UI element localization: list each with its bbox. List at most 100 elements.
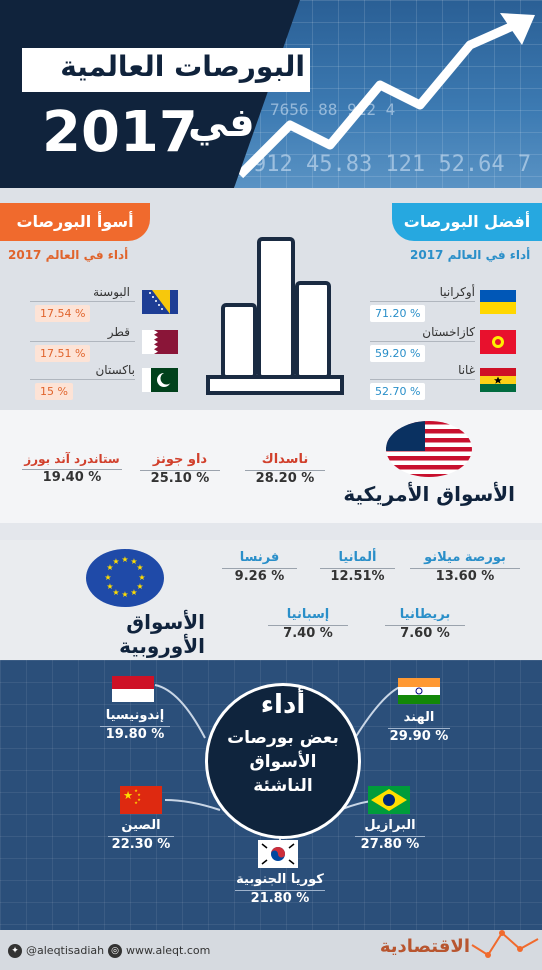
market-name: ستاندرد آند بورز bbox=[22, 452, 122, 470]
svg-text:★: ★ bbox=[106, 563, 113, 572]
trend-line-icon bbox=[471, 930, 539, 958]
country-value: 17.51 % bbox=[35, 345, 91, 362]
qatar-flag-icon bbox=[142, 330, 178, 354]
worst-subtitle: أداء في العالم 2017 bbox=[8, 248, 129, 262]
svg-text:★: ★ bbox=[134, 788, 138, 793]
page-title: البورصات العالمية bbox=[60, 50, 305, 83]
svg-text:★: ★ bbox=[121, 555, 128, 564]
title-box bbox=[22, 48, 310, 92]
svg-text:★: ★ bbox=[138, 573, 145, 582]
best-subtitle: أداء في العالم 2017 bbox=[410, 248, 531, 262]
market-item: بورصة ميلانو 13.60 % bbox=[410, 550, 520, 584]
pakistan-flag-icon bbox=[142, 368, 178, 392]
svg-text:★: ★ bbox=[136, 563, 143, 572]
market-value: 22.30 % bbox=[111, 837, 171, 852]
market-name: البرازيل bbox=[355, 818, 425, 837]
india-flag-icon bbox=[398, 678, 440, 704]
country-value: 71.20 % bbox=[370, 305, 426, 322]
country-name: كازاخستان bbox=[422, 325, 475, 339]
market-name: ألمانيا bbox=[320, 550, 395, 569]
country-value: 59.20 % bbox=[370, 345, 426, 362]
market-value: 21.80 % bbox=[250, 891, 310, 906]
market-name: الصين bbox=[108, 818, 174, 837]
us-section-title: الأسواق الأمريكية bbox=[343, 482, 515, 506]
bar-chart-icon bbox=[206, 237, 344, 395]
svg-text:★: ★ bbox=[104, 573, 111, 582]
country-value: 52.70 % bbox=[370, 383, 426, 400]
footer bbox=[0, 930, 542, 970]
best-title: أفضل البورصات bbox=[392, 203, 542, 241]
svg-text:★: ★ bbox=[112, 557, 119, 566]
market-name: فرنسا bbox=[222, 550, 297, 569]
kyrgyz-flag-icon bbox=[480, 330, 516, 354]
ukraine-flag-icon bbox=[480, 290, 516, 314]
market-item: بريطانيا 7.60 % bbox=[385, 607, 465, 641]
country-value: 17.54 % bbox=[35, 305, 91, 322]
market-value: 9.26 % bbox=[234, 569, 285, 584]
market-item: داو جونز 25.10 % bbox=[140, 452, 220, 486]
market-value: 25.10 % bbox=[150, 471, 210, 486]
twitter-handle[interactable]: @aleqtisadiah bbox=[26, 944, 105, 957]
market-item: ناسداك 28.20 % bbox=[245, 452, 325, 486]
country-value: 15 % bbox=[35, 383, 73, 400]
south-korea-flag-icon bbox=[258, 840, 298, 868]
market-item: كوريا الجنوبية 21.80 % bbox=[235, 872, 325, 906]
emerging-title-line-2: بعض بورصات bbox=[227, 728, 339, 748]
europe-markets-section bbox=[0, 540, 542, 660]
europe-section-title: الأسواق الأوروبية bbox=[119, 610, 205, 658]
svg-text:★: ★ bbox=[136, 582, 143, 591]
title-year: 2017 bbox=[42, 100, 198, 165]
worst-title: أسوأ البورصات bbox=[0, 203, 150, 241]
market-name: ناسداك bbox=[245, 452, 325, 471]
market-value: 7.40 % bbox=[283, 626, 333, 641]
emerging-title-line-1: أداء bbox=[260, 690, 306, 720]
market-name: إسبانيا bbox=[268, 607, 348, 626]
svg-text:★: ★ bbox=[137, 792, 141, 797]
rising-arrow-icon bbox=[236, 13, 535, 179]
emerging-center-circle bbox=[205, 683, 361, 839]
china-flag-icon: ★ ★★★★ bbox=[120, 786, 162, 814]
market-item: ستاندرد آند بورز 19.40 % bbox=[22, 452, 122, 485]
website-link[interactable]: www.aleqt.com bbox=[126, 944, 211, 957]
usa-flag-icon bbox=[386, 421, 472, 477]
country-name: غانا bbox=[458, 363, 475, 377]
market-name: كوريا الجنوبية bbox=[235, 872, 325, 891]
market-value: 19.40 % bbox=[42, 470, 102, 485]
brand-logo: الاقتصادية bbox=[379, 936, 470, 957]
market-item: الصين 22.30 % bbox=[108, 818, 174, 852]
indonesia-flag-icon bbox=[112, 676, 154, 702]
brazil-flag-icon bbox=[368, 786, 410, 814]
market-value: 29.90 % bbox=[389, 729, 449, 744]
market-name: إندونيسيا bbox=[100, 708, 170, 727]
market-value: 19.80 % bbox=[105, 727, 165, 742]
svg-text:★: ★ bbox=[112, 588, 119, 597]
market-value: 7.60 % bbox=[400, 626, 450, 641]
market-name: الهند bbox=[388, 710, 450, 729]
market-value: 13.60 % bbox=[435, 569, 495, 584]
globe-icon: ◎ bbox=[108, 944, 122, 958]
svg-text:★: ★ bbox=[130, 557, 137, 566]
market-item: فرنسا 9.26 % bbox=[222, 550, 297, 584]
market-name: بورصة ميلانو bbox=[410, 550, 520, 569]
svg-text:★: ★ bbox=[123, 789, 133, 802]
market-value: 28.20 % bbox=[255, 471, 315, 486]
svg-text:★: ★ bbox=[130, 588, 137, 597]
emerging-title-line-4: الناشئة bbox=[253, 776, 313, 796]
eu-flag-icon: ★ ★★★ ★★★★ ★★★★ bbox=[86, 549, 164, 607]
market-name: داو جونز bbox=[140, 452, 220, 471]
market-value: 27.80 % bbox=[360, 837, 420, 852]
country-name: قطر bbox=[107, 325, 130, 339]
emerging-title-line-3: الأسواق bbox=[249, 752, 317, 772]
title-prefix: في bbox=[188, 100, 255, 146]
svg-text:★: ★ bbox=[137, 797, 141, 802]
market-value: 12.51% bbox=[330, 569, 385, 584]
market-item: البرازيل 27.80 % bbox=[355, 818, 425, 852]
svg-text:★: ★ bbox=[121, 590, 128, 599]
country-name: البوسنة bbox=[93, 285, 130, 299]
market-name: بريطانيا bbox=[385, 607, 465, 626]
country-name: باكستان bbox=[95, 363, 135, 377]
svg-text:★: ★ bbox=[134, 800, 138, 805]
market-item: إسبانيا 7.40 % bbox=[268, 607, 348, 641]
svg-text:★: ★ bbox=[106, 582, 113, 591]
country-name: أوكرانيا bbox=[439, 285, 475, 299]
